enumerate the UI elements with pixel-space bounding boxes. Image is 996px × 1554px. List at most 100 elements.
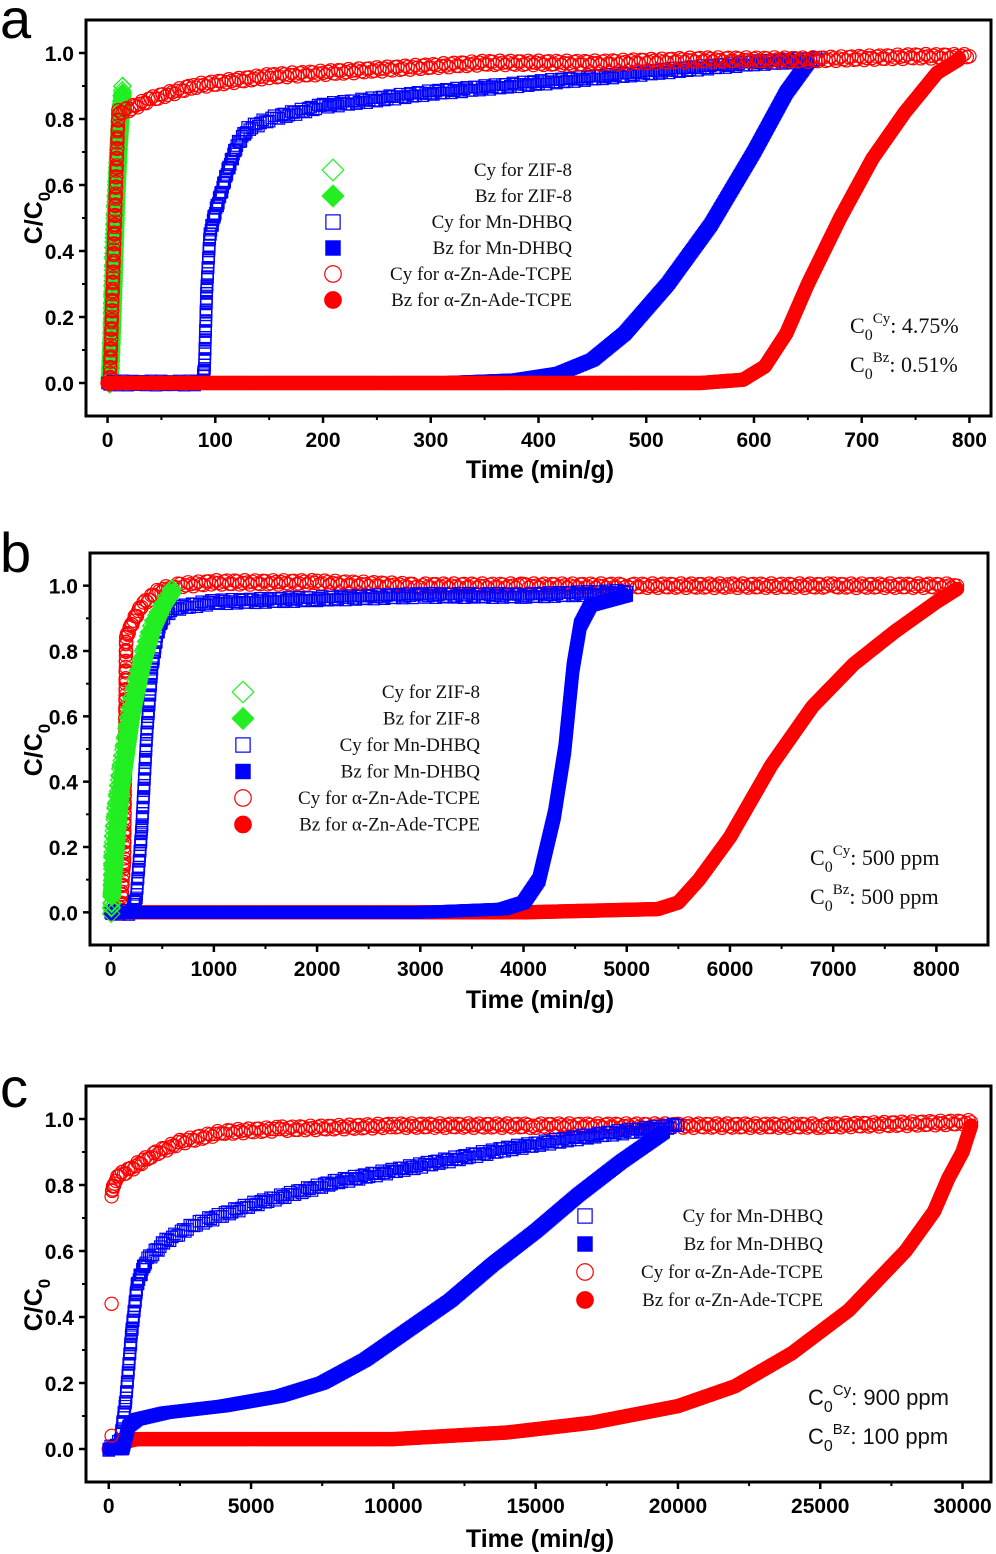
data-point [102, 365, 118, 381]
legend: Cy for ZIF-8 Bz for ZIF-8 Cy for Mn-DHBQ Bz… [231, 680, 481, 836]
data-point [178, 578, 193, 593]
data-point [106, 246, 122, 261]
series-bz-for-zn-ade-tcpe [103, 581, 965, 920]
series-bz-for-zn-ade-tcpe [100, 52, 966, 391]
data-point [797, 580, 812, 596]
data-point [105, 270, 121, 285]
data-point [106, 253, 121, 269]
data-point [385, 63, 400, 78]
data-point [163, 579, 183, 599]
data-point [150, 91, 166, 106]
data-point [121, 625, 136, 641]
data-point [223, 161, 236, 175]
data-point [110, 104, 130, 124]
plot-area [101, 1112, 979, 1457]
data-point [356, 64, 372, 80]
data-point [299, 105, 313, 119]
legend-label: Bz for α-Zn-Ade-TCPE [391, 290, 572, 311]
data-point [157, 89, 173, 104]
data-point [183, 601, 196, 614]
annotation-line: C0Cy: 4.75% [850, 311, 959, 344]
data-point [103, 359, 118, 375]
data-point [226, 75, 242, 91]
data-point [277, 107, 291, 121]
legend-label: Cy for ZIF-8 [382, 682, 480, 703]
data-point [107, 904, 121, 917]
legend-marker-icon [231, 680, 255, 704]
data-point [105, 907, 118, 921]
data-point [186, 579, 201, 594]
data-point [197, 597, 211, 610]
data-point [189, 80, 204, 95]
data-point [104, 313, 119, 328]
legend-item: Cy for Mn-DHBQ [325, 212, 572, 233]
x-tick-label: 0 [105, 958, 117, 981]
data-point [138, 626, 158, 646]
legend-marker-icon [231, 706, 255, 731]
data-point [921, 576, 936, 591]
data-point [196, 577, 211, 593]
data-point [103, 836, 123, 856]
data-point [103, 337, 119, 353]
data-point [740, 580, 756, 595]
data-point [617, 584, 631, 598]
legend-label: Bz for Mn-DHBQ [341, 762, 481, 783]
data-point [106, 794, 126, 814]
data-point [173, 603, 187, 616]
y-tick-label: 0.6 [49, 706, 78, 729]
data-point [106, 264, 121, 279]
data-point [859, 580, 874, 595]
data-point [104, 817, 124, 837]
data-point [103, 341, 119, 357]
data-point [825, 576, 841, 591]
data-point [219, 170, 233, 183]
data-point [104, 298, 120, 313]
data-point [211, 199, 224, 213]
legend-label: Bz for α-Zn-Ade-TCPE [299, 815, 480, 836]
data-point [110, 130, 125, 145]
data-point [103, 349, 118, 364]
data-point [221, 162, 235, 176]
y-tick-label: 0.8 [49, 641, 79, 664]
x-tick-label: 800 [952, 429, 987, 452]
data-point [111, 755, 131, 775]
data-point [195, 595, 209, 609]
data-point [279, 69, 295, 85]
data-point [309, 102, 322, 116]
plot-area [101, 573, 965, 924]
data-point [178, 598, 192, 612]
legend-marker-icon [321, 158, 345, 182]
data-point [118, 635, 134, 650]
legend-item: Bz for ZIF-8 [231, 706, 480, 731]
data-point [497, 57, 513, 73]
data-point [592, 57, 608, 72]
x-tick-label: 100 [198, 429, 233, 452]
data-point [108, 174, 124, 190]
data-point [474, 53, 490, 69]
legend-item: Cy for ZIF-8 [231, 680, 480, 704]
data-point [247, 573, 263, 588]
data-point [109, 146, 125, 162]
data-point [105, 807, 125, 827]
data-point [284, 105, 298, 118]
legend-label: Cy for Mn-DHBQ [340, 735, 481, 756]
data-point [290, 69, 305, 84]
data-point [102, 897, 121, 917]
data-point [105, 281, 120, 297]
legend-marker-icon [325, 214, 341, 230]
legend-marker-icon [321, 184, 345, 208]
legend-marker-icon [325, 240, 341, 256]
data-point [503, 53, 518, 69]
data-point [116, 727, 136, 747]
y-tick-label: 0.2 [45, 307, 74, 330]
data-point [928, 47, 944, 62]
data-point [800, 54, 816, 69]
data-point [254, 72, 269, 87]
data-point [117, 717, 137, 737]
data-point [227, 147, 240, 161]
data-point [109, 169, 124, 184]
legend-marker-icon [324, 291, 342, 309]
panel-letter: a [0, 0, 32, 50]
data-point [951, 51, 967, 66]
